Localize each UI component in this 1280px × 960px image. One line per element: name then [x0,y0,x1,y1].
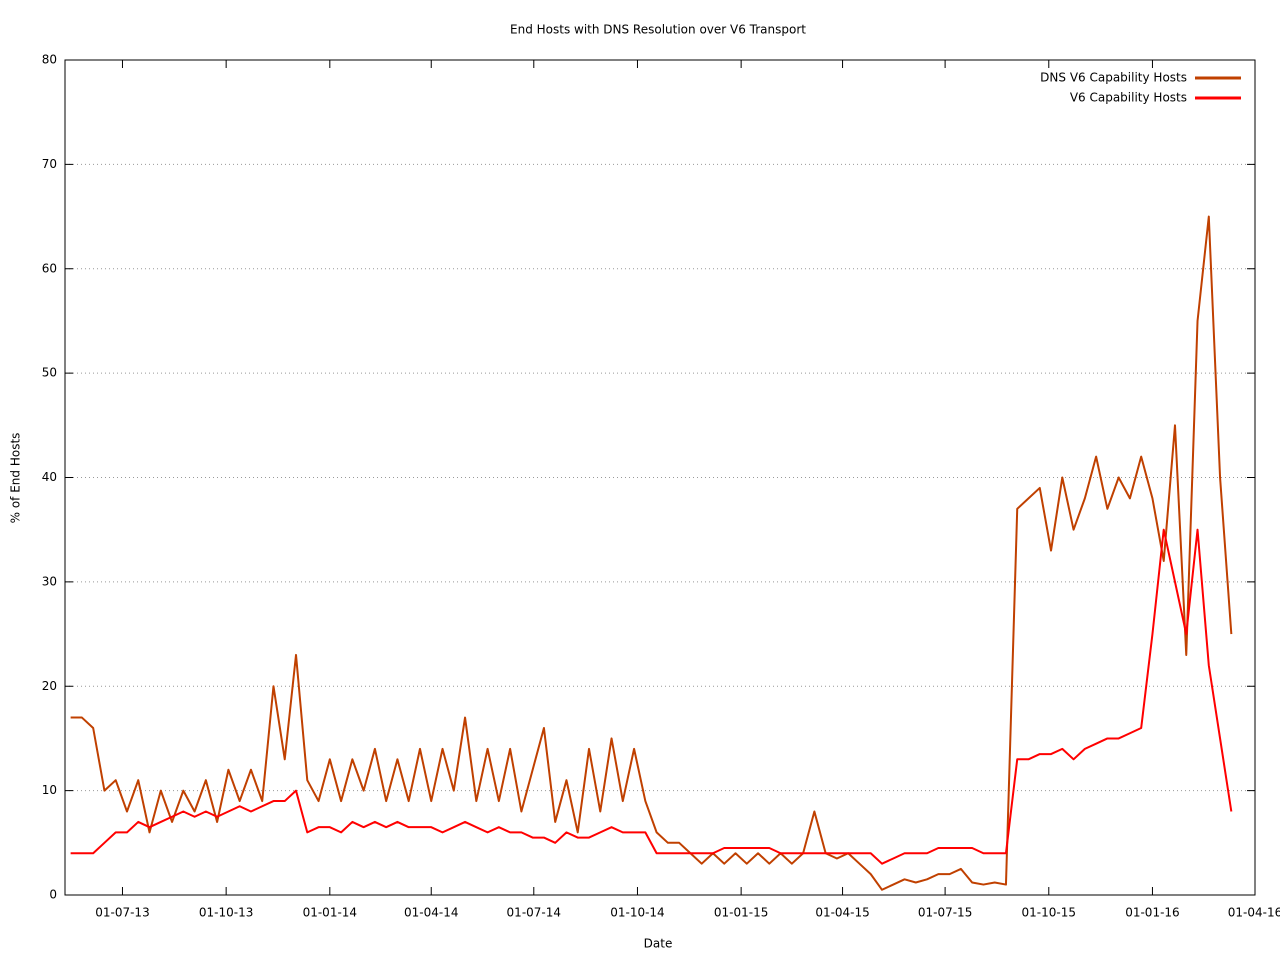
chart-title: End Hosts with DNS Resolution over V6 Tr… [510,23,806,37]
y-tick-label: 50 [42,366,57,380]
x-tick-label: 01-04-15 [815,906,869,920]
y-tick-label: 80 [42,53,57,67]
x-tick-label: 01-10-14 [610,906,664,920]
x-tick-label: 01-07-14 [507,906,561,920]
x-tick-label: 01-10-13 [199,906,253,920]
series-line [70,215,1233,891]
x-tick-label: 01-01-14 [303,906,357,920]
y-tick-label: 0 [49,888,57,902]
legend-label: V6 Capability Hosts [1070,91,1187,105]
x-tick-label: 01-04-14 [404,906,458,920]
series-line [70,528,1233,865]
x-tick-label: 01-01-15 [714,906,768,920]
y-tick-label: 60 [42,261,57,275]
x-tick-label: 01-04-16 [1228,906,1280,920]
y-tick-label: 70 [42,157,57,171]
x-axis-label: Date [644,937,673,951]
y-tick-label: 40 [42,470,57,484]
legend-label: DNS V6 Capability Hosts [1040,71,1187,85]
y-tick-label: 10 [42,783,57,797]
y-axis-label: % of End Hosts [9,433,23,524]
plot-border [64,59,1256,896]
x-tick-label: 01-07-15 [918,906,972,920]
y-tick-label: 20 [42,679,57,693]
x-tick-label: 01-10-15 [1022,906,1076,920]
x-tick-label: 01-07-13 [95,906,149,920]
y-tick-label: 30 [42,574,57,588]
x-tick-label: 01-01-16 [1125,906,1179,920]
